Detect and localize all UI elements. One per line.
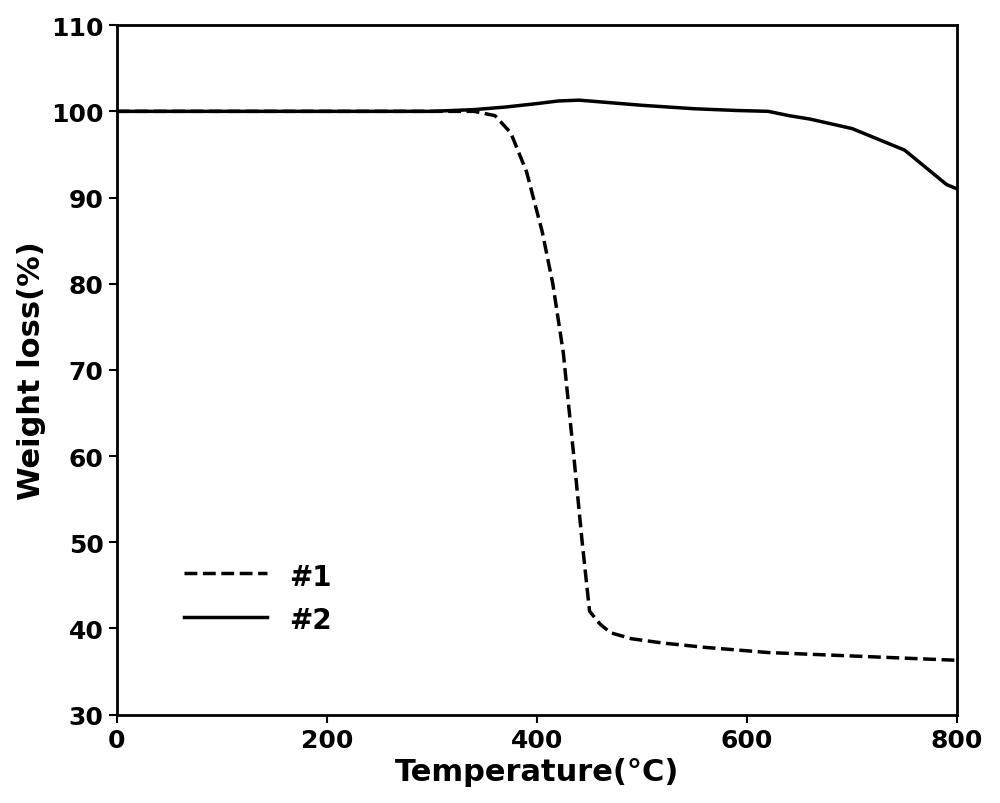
- #1: [846, 651, 858, 661]
- #2: [111, 108, 123, 117]
- #2: [373, 108, 385, 117]
- Line: #1: #1: [117, 112, 957, 661]
- #1: [373, 108, 385, 117]
- #2: [531, 100, 543, 109]
- #1: [594, 619, 606, 629]
- #1: [321, 108, 333, 117]
- #2: [846, 124, 858, 134]
- #1: [547, 279, 559, 289]
- #1: [489, 112, 501, 121]
- #1: [426, 108, 438, 117]
- #1: [605, 628, 617, 638]
- #2: [552, 97, 564, 107]
- #2: [500, 103, 512, 112]
- #1: [536, 228, 548, 238]
- #1: [521, 168, 533, 177]
- #2: [468, 106, 480, 116]
- #2: [689, 105, 701, 115]
- #1: [699, 642, 711, 652]
- #2: [731, 107, 743, 116]
- #2: [426, 108, 438, 117]
- X-axis label: Temperature(°C): Temperature(°C): [395, 757, 679, 786]
- #2: [216, 108, 228, 117]
- #1: [505, 129, 517, 139]
- #1: [762, 648, 774, 658]
- #2: [804, 115, 816, 124]
- #1: [468, 108, 480, 117]
- #2: [573, 96, 585, 106]
- #2: [941, 181, 953, 190]
- #1: [111, 108, 123, 117]
- #2: [636, 101, 648, 111]
- #1: [568, 451, 580, 461]
- #1: [268, 108, 280, 117]
- #1: [163, 108, 175, 117]
- #2: [268, 108, 280, 117]
- Legend: #1, #2: #1, #2: [173, 551, 343, 646]
- #1: [626, 634, 638, 644]
- #2: [783, 112, 795, 121]
- #1: [657, 638, 669, 648]
- #2: [762, 108, 774, 117]
- #1: [584, 606, 596, 616]
- Y-axis label: Weight loss(%): Weight loss(%): [17, 241, 46, 499]
- #2: [951, 185, 963, 194]
- #1: [216, 108, 228, 117]
- Line: #2: #2: [117, 101, 957, 190]
- #2: [594, 98, 606, 108]
- #2: [321, 108, 333, 117]
- #2: [899, 146, 911, 156]
- #1: [576, 538, 588, 548]
- #2: [163, 108, 175, 117]
- #1: [951, 656, 963, 666]
- #1: [557, 349, 569, 358]
